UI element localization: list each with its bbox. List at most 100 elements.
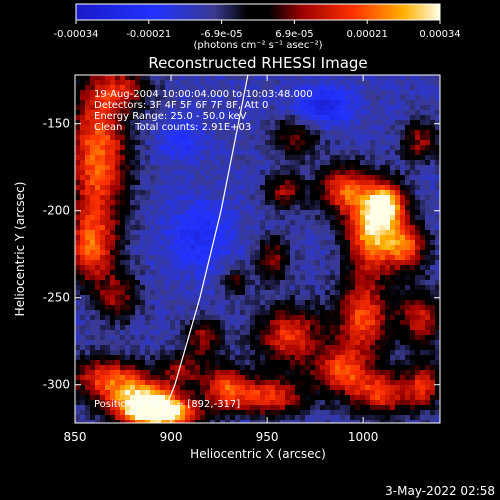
heatmap-cell xyxy=(250,125,256,131)
heatmap-cell xyxy=(425,360,431,366)
heatmap-cell xyxy=(260,355,266,361)
heatmap-cell xyxy=(280,375,286,381)
heatmap-cell xyxy=(190,155,196,161)
heatmap-cell xyxy=(305,265,311,271)
heatmap-cell xyxy=(185,90,191,96)
heatmap-cell xyxy=(130,290,136,296)
heatmap-cell xyxy=(345,225,351,231)
heatmap-cell xyxy=(150,110,156,116)
heatmap-cell xyxy=(285,360,291,366)
heatmap-cell xyxy=(420,225,426,231)
heatmap-cell xyxy=(110,130,116,136)
heatmap-cell xyxy=(340,90,346,96)
heatmap-cell xyxy=(200,410,206,416)
heatmap-cell xyxy=(415,335,421,341)
heatmap-cell xyxy=(290,275,296,281)
heatmap-cell xyxy=(245,185,251,191)
heatmap-cell xyxy=(410,275,416,281)
heatmap-cell xyxy=(325,280,331,286)
heatmap-cell xyxy=(155,350,161,356)
heatmap-cell xyxy=(200,270,206,276)
heatmap-cell xyxy=(105,105,111,111)
heatmap-cell xyxy=(225,155,231,161)
heatmap-cell xyxy=(250,245,256,251)
heatmap-cell xyxy=(300,300,306,306)
heatmap-cell xyxy=(210,400,216,406)
heatmap-cell xyxy=(190,80,196,86)
heatmap-cell xyxy=(360,110,366,116)
heatmap-cell xyxy=(385,255,391,261)
heatmap-cell xyxy=(430,305,436,311)
heatmap-cell xyxy=(415,330,421,336)
heatmap-cell xyxy=(155,380,161,386)
heatmap-cell xyxy=(395,345,401,351)
heatmap-cell xyxy=(325,185,331,191)
heatmap-cell xyxy=(165,200,171,206)
heatmap-cell xyxy=(280,345,286,351)
heatmap-cell xyxy=(75,365,81,371)
heatmap-cell xyxy=(165,150,171,156)
heatmap-cell xyxy=(235,280,241,286)
heatmap-cell xyxy=(370,400,376,406)
heatmap-cell xyxy=(355,90,361,96)
heatmap-cell xyxy=(120,360,126,366)
heatmap-cell xyxy=(340,270,346,276)
heatmap-cell xyxy=(235,325,241,331)
heatmap-cell xyxy=(420,75,426,81)
heatmap-cell xyxy=(75,405,81,411)
heatmap-cell xyxy=(430,90,436,96)
heatmap-cell xyxy=(305,90,311,96)
heatmap-cell xyxy=(245,205,251,211)
heatmap-cell xyxy=(295,390,301,396)
heatmap-cell xyxy=(200,315,206,321)
heatmap-cell xyxy=(125,180,131,186)
heatmap-cell xyxy=(225,245,231,251)
heatmap-cell xyxy=(405,165,411,171)
heatmap-cell xyxy=(145,410,151,416)
heatmap-cell xyxy=(425,350,431,356)
heatmap-cell xyxy=(270,335,276,341)
heatmap-cell xyxy=(270,200,276,206)
heatmap-cell xyxy=(300,130,306,136)
heatmap-cell xyxy=(250,355,256,361)
heatmap-cell xyxy=(175,205,181,211)
heatmap-cell xyxy=(235,305,241,311)
heatmap-cell xyxy=(155,375,161,381)
heatmap-cell xyxy=(360,345,366,351)
heatmap-cell xyxy=(385,210,391,216)
heatmap-cell xyxy=(435,245,440,251)
heatmap-cell xyxy=(195,225,201,231)
heatmap-cell xyxy=(245,130,251,136)
heatmap-cell xyxy=(235,390,241,396)
heatmap-cell xyxy=(120,85,126,91)
heatmap-cell xyxy=(265,245,271,251)
heatmap-cell xyxy=(210,345,216,351)
heatmap-cell xyxy=(95,260,101,266)
heatmap-cell xyxy=(335,105,341,111)
heatmap-cell xyxy=(350,305,356,311)
heatmap-cell xyxy=(185,380,191,386)
heatmap-cell xyxy=(245,385,251,391)
heatmap-cell xyxy=(310,190,316,196)
heatmap-cell xyxy=(335,385,341,391)
heatmap-cell xyxy=(435,335,440,341)
heatmap-cell xyxy=(235,155,241,161)
heatmap-cell xyxy=(415,200,421,206)
heatmap-cell xyxy=(90,315,96,321)
heatmap-cell xyxy=(435,210,440,216)
heatmap-cell xyxy=(135,185,141,191)
heatmap-cell xyxy=(380,230,386,236)
heatmap-cell xyxy=(295,315,301,321)
heatmap-cell xyxy=(125,140,131,146)
heatmap-cell xyxy=(90,375,96,381)
heatmap-cell xyxy=(85,345,91,351)
heatmap-cell xyxy=(200,340,206,346)
heatmap-cell xyxy=(175,275,181,281)
heatmap-cell xyxy=(110,220,116,226)
heatmap-cell xyxy=(425,260,431,266)
heatmap-cell xyxy=(335,290,341,296)
heatmap-cell xyxy=(160,185,166,191)
heatmap-cell xyxy=(235,400,241,406)
heatmap-cell xyxy=(200,335,206,341)
heatmap-cell xyxy=(120,255,126,261)
